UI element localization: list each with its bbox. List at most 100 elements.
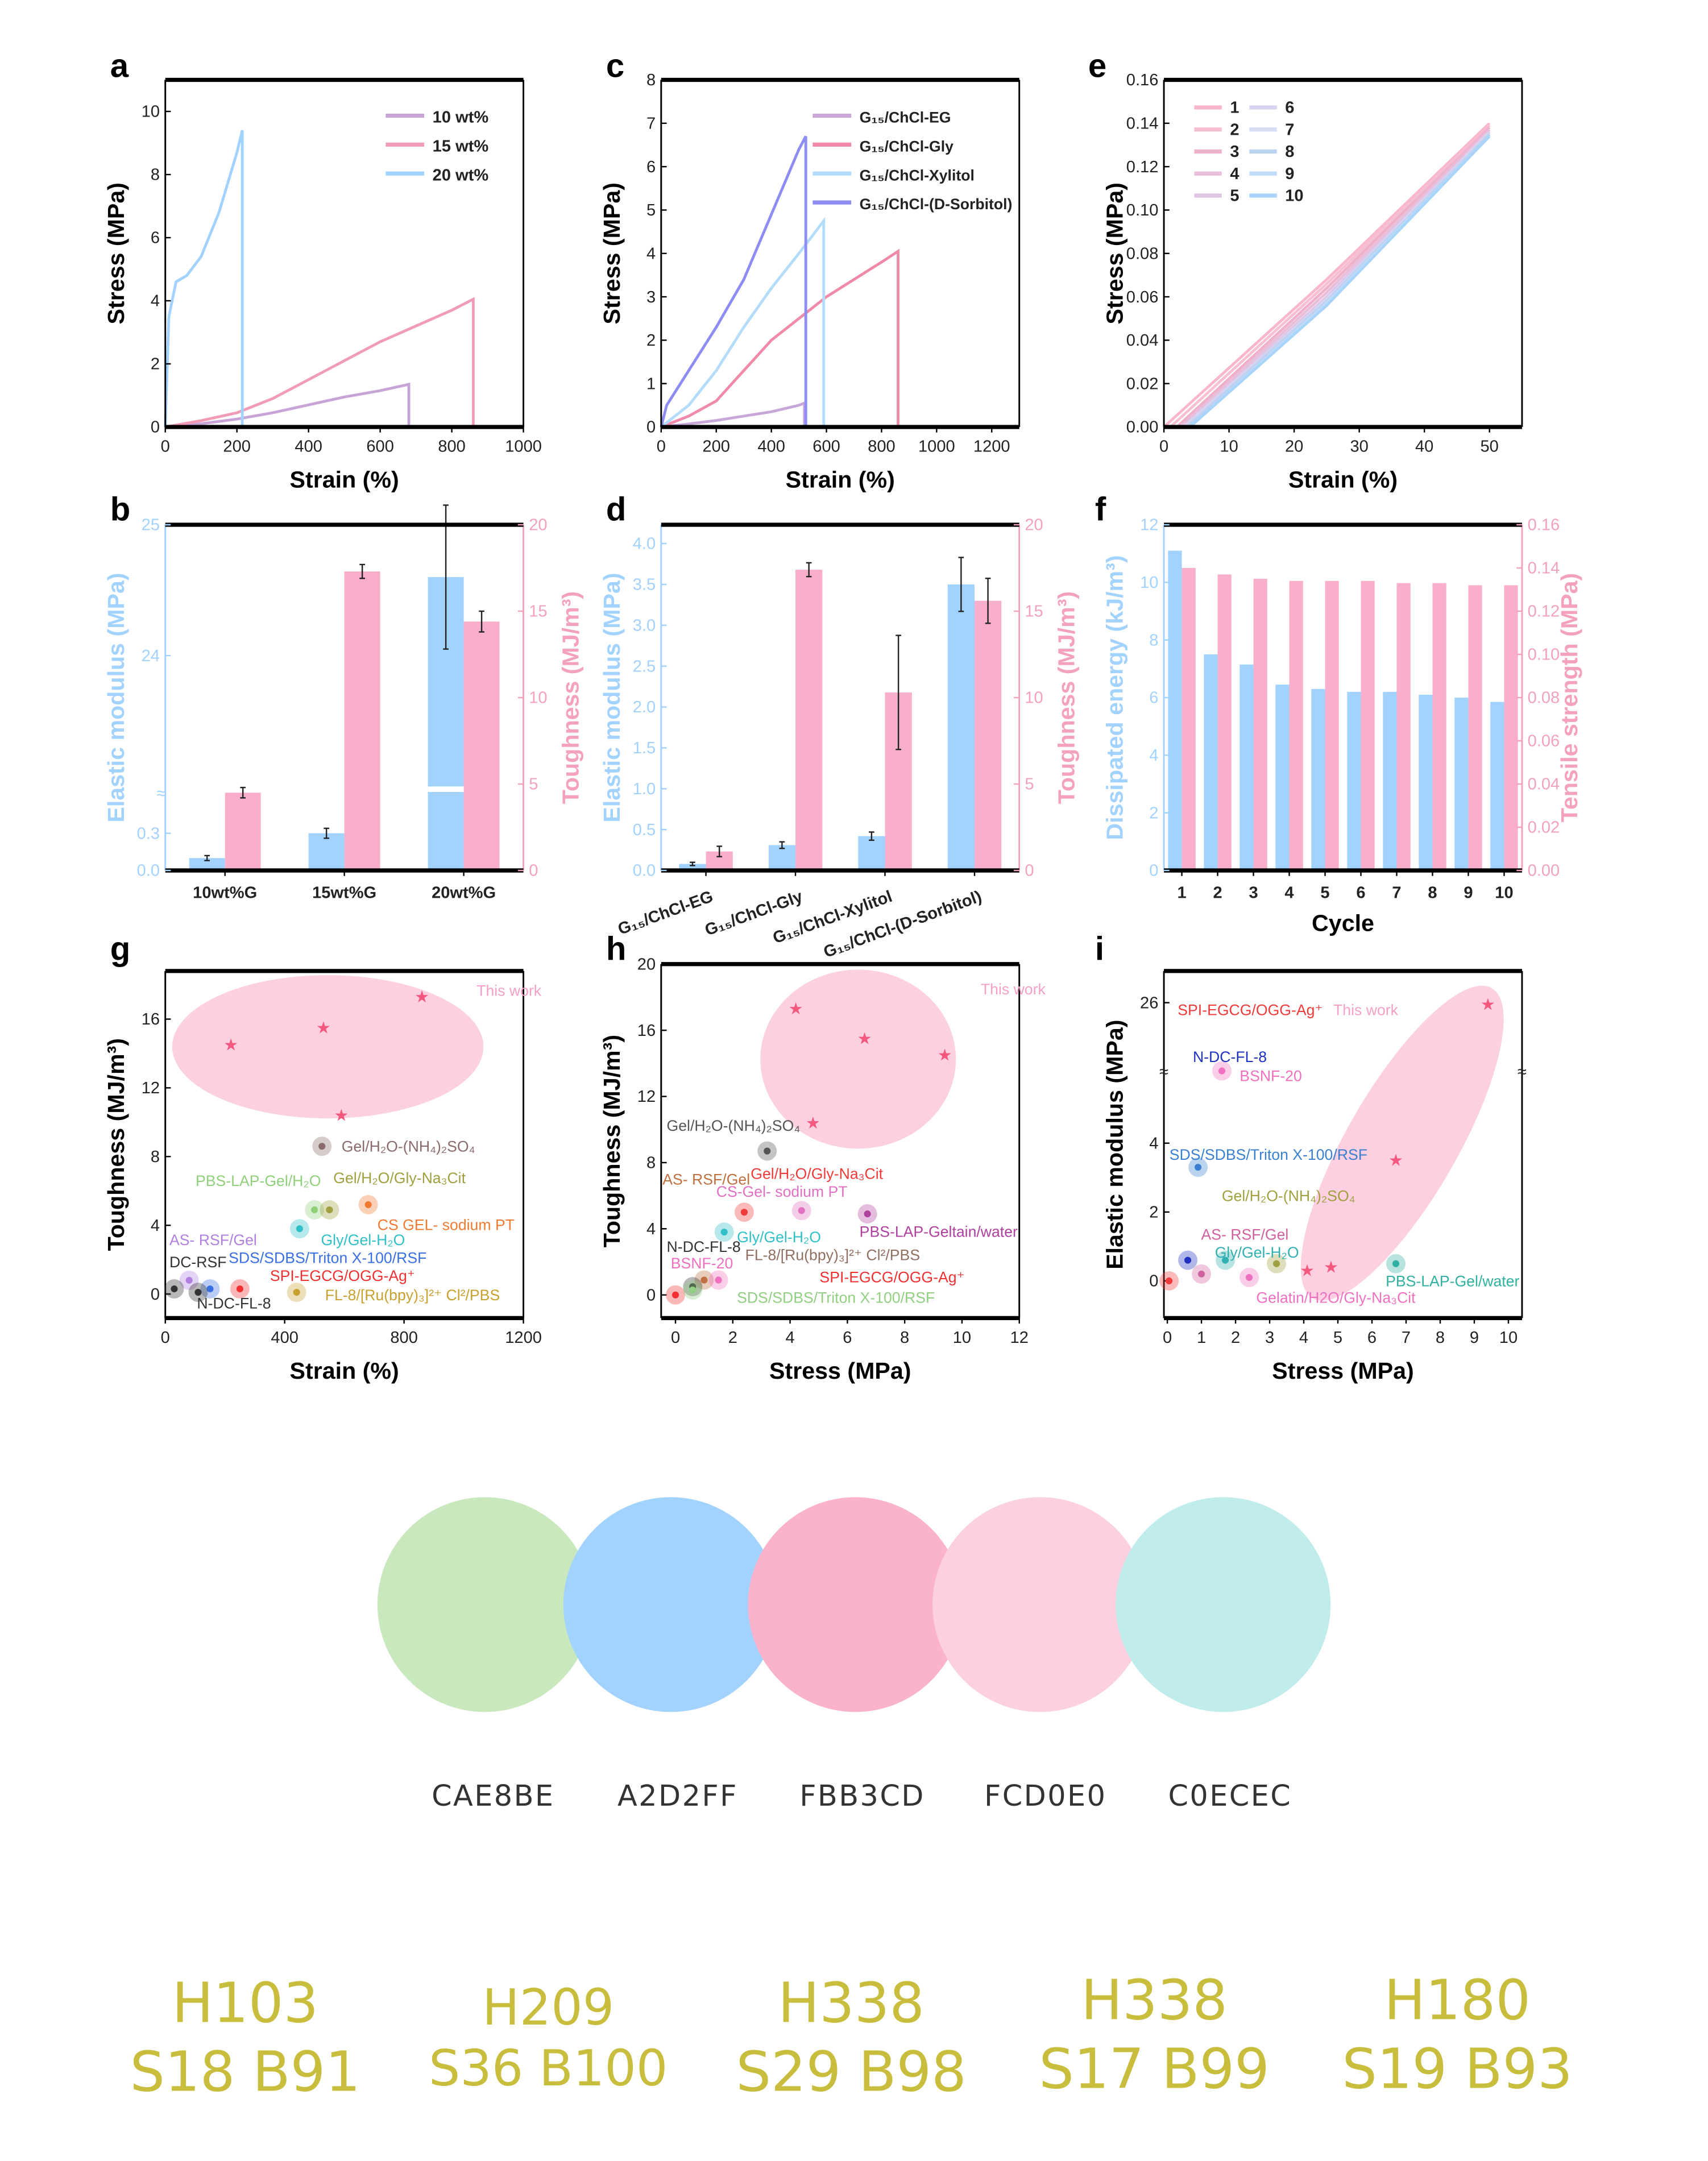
series-line bbox=[164, 130, 244, 428]
swatch-hsb-h-5: H180 bbox=[1384, 1968, 1531, 2032]
x-tick-label: 3 bbox=[1265, 1329, 1274, 1347]
scatter-point-core bbox=[236, 1285, 243, 1293]
swatch-circle-4 bbox=[932, 1497, 1148, 1712]
series-line bbox=[1176, 126, 1491, 428]
y-tick-label: 10 bbox=[1140, 574, 1158, 592]
y-axis-right-title: Toughness (MJ/m³) bbox=[557, 591, 583, 804]
y-axis-title: Toughness (MJ/m³) bbox=[599, 1035, 625, 1247]
y-tick-label: 4 bbox=[151, 292, 160, 310]
bar bbox=[1504, 585, 1518, 871]
x-tick-label: 400 bbox=[295, 438, 322, 456]
point-label: SDS/SDBS/Triton X-100/RSF bbox=[737, 1289, 935, 1306]
point-label: PBS-LAP-Gel/water bbox=[1386, 1273, 1519, 1290]
point-label: Gel/H₂O-(NH₄)₂SO₄ bbox=[1222, 1187, 1355, 1204]
y-tick-label: 0.16 bbox=[1528, 516, 1560, 534]
axis-break-mark: ≈ bbox=[1159, 1063, 1168, 1081]
swatch-hsb-h-2: H209 bbox=[482, 1979, 614, 2036]
bar bbox=[1275, 685, 1290, 871]
bar bbox=[1468, 585, 1482, 871]
swatch-hex-3: FBB3CD bbox=[799, 1779, 925, 1812]
x-tick-label: 4 bbox=[1299, 1329, 1308, 1347]
x-axis-title: Strain (%) bbox=[290, 467, 399, 493]
y-tick-label: 0.00 bbox=[1528, 862, 1560, 880]
legend-label: G₁₅/ChCl-EG bbox=[860, 109, 951, 126]
x-axis-title: Strain (%) bbox=[1288, 467, 1398, 493]
scatter-point-core bbox=[185, 1276, 193, 1284]
y-tick-label: 0.16 bbox=[1126, 71, 1159, 89]
scatter-point-core bbox=[1184, 1256, 1192, 1264]
bar bbox=[1454, 698, 1469, 871]
x-tick-label: 0 bbox=[671, 1329, 680, 1347]
x-tick-label: 9 bbox=[1464, 884, 1473, 902]
y-tick-label: 16 bbox=[637, 1022, 656, 1040]
x-tick-label: 800 bbox=[438, 438, 465, 456]
axis-break-gap bbox=[428, 786, 464, 792]
x-tick-label: 40 bbox=[1415, 438, 1433, 456]
swatch-circle-5 bbox=[1116, 1497, 1331, 1712]
y-tick-label: 4 bbox=[646, 244, 656, 263]
panel-letter-h: h bbox=[606, 931, 627, 968]
y-tick-label: 0.0 bbox=[633, 862, 656, 880]
x-tick-label: 9 bbox=[1470, 1329, 1479, 1347]
y-axis-title: Dissipated energy (kJ/m³) bbox=[1101, 555, 1127, 840]
swatch-hsb-h-3: H338 bbox=[778, 1971, 925, 2035]
y-tick-label: 0.08 bbox=[1126, 244, 1159, 263]
panel-letter-a: a bbox=[110, 48, 129, 85]
this-work-star: ★ bbox=[1324, 1258, 1338, 1276]
x-tick-label: G₁₅/ChCl-(D-Sorbitol) bbox=[821, 887, 984, 961]
y-tick-label: 12 bbox=[1140, 516, 1158, 534]
this-work-star: ★ bbox=[223, 1036, 238, 1055]
point-label: SPI-EGCG/OGG-Ag⁺ bbox=[819, 1268, 964, 1285]
point-label: Gly/Gel-H₂O bbox=[1215, 1244, 1299, 1261]
swatch-hsb-sb-3: S29 B98 bbox=[736, 2039, 966, 2104]
axis-break-mark: ≈ bbox=[1518, 1063, 1527, 1081]
y-tick-label: 12 bbox=[637, 1088, 656, 1106]
x-tick-label: 600 bbox=[366, 438, 394, 456]
bar bbox=[795, 570, 823, 871]
point-label: PBS-LAP-Gel/H₂O bbox=[196, 1172, 321, 1189]
y-tick-label: 0.14 bbox=[1126, 115, 1159, 133]
legend-label: 8 bbox=[1285, 143, 1294, 161]
scatter-point-core bbox=[671, 1291, 679, 1299]
y-tick-label: 0 bbox=[1149, 862, 1158, 880]
x-tick-label: 30 bbox=[1350, 438, 1368, 456]
y-tick-label: 0.5 bbox=[633, 821, 656, 839]
x-tick-label: 5 bbox=[1320, 884, 1329, 902]
scatter-point-core bbox=[1245, 1274, 1253, 1281]
point-label: Gel/H₂O/Gly-Na₃Cit bbox=[333, 1169, 466, 1187]
x-tick-label: 1200 bbox=[505, 1329, 542, 1347]
y-tick-label: 5 bbox=[529, 775, 538, 794]
chart-panel-a: 0 200 400 600 800 1000 0 2 4 6 8 10 Strain (%) Stress… bbox=[103, 77, 542, 493]
x-tick-label: 20 bbox=[1285, 438, 1303, 456]
x-axis-title: Cycle bbox=[1312, 910, 1374, 936]
x-tick-label: 200 bbox=[702, 438, 729, 456]
y-tick-label: 10 bbox=[142, 103, 160, 121]
bar bbox=[1432, 583, 1446, 871]
y-tick-label: 3 bbox=[646, 288, 656, 306]
this-work-star: ★ bbox=[414, 988, 429, 1006]
this-work-star: ★ bbox=[1300, 1262, 1315, 1280]
scatter-point-core bbox=[764, 1147, 771, 1155]
x-tick-label: 400 bbox=[757, 438, 785, 456]
y-tick-label: 10 bbox=[529, 689, 547, 707]
y-tick-label: 2 bbox=[1149, 1204, 1158, 1222]
x-tick-label: 1 bbox=[1197, 1329, 1206, 1347]
bar bbox=[308, 833, 345, 871]
x-tick-label: 10wt%G bbox=[193, 884, 257, 902]
y-tick-label: 2.0 bbox=[633, 698, 656, 716]
x-tick-label: 6 bbox=[843, 1329, 852, 1347]
y-tick-label: 0 bbox=[1149, 1272, 1158, 1291]
y-tick-label: 0.02 bbox=[1528, 819, 1560, 837]
scatter-point-core bbox=[798, 1207, 805, 1214]
y-axis-title: Stress (MPa) bbox=[1101, 182, 1127, 324]
y-tick-label: 12 bbox=[142, 1079, 160, 1097]
this-work-star: ★ bbox=[1481, 996, 1495, 1014]
x-tick-label: 3 bbox=[1249, 884, 1258, 902]
point-label: SDS/SDBS/Triton X-100/RSF bbox=[229, 1249, 426, 1266]
x-tick-label: 1000 bbox=[505, 438, 542, 456]
legend-label: G₁₅/ChCl-Xylitol bbox=[860, 167, 975, 184]
y-tick-label: 4 bbox=[646, 1220, 656, 1238]
bar bbox=[225, 793, 261, 871]
x-tick-label: 50 bbox=[1481, 438, 1499, 456]
x-axis-title: Strain (%) bbox=[786, 467, 895, 493]
